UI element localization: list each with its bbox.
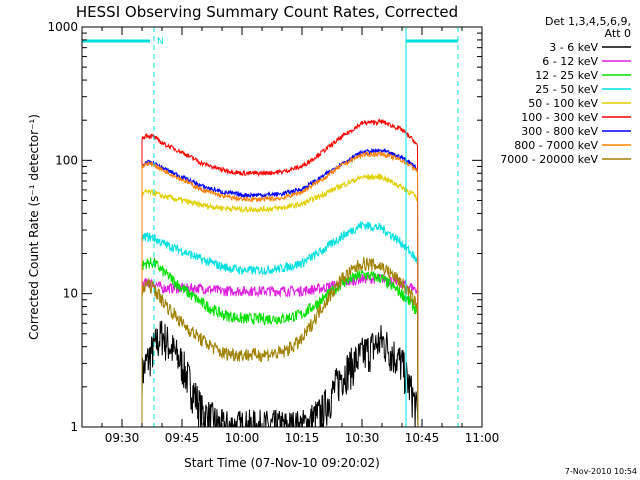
x-tick-label: 09:45 (165, 431, 200, 445)
series-line-0 (141, 320, 419, 428)
x-tick-label: 10:15 (285, 431, 320, 445)
x-tick-label: 10:00 (225, 431, 260, 445)
y-axis-label: Corrected Count Rate (s⁻¹ detector⁻¹) (27, 114, 41, 340)
x-tick-label: 10:30 (345, 431, 380, 445)
legend-item-label: 3 - 6 keV (549, 41, 598, 54)
y-tick-label: 10 (63, 287, 78, 301)
legend-header-line2: Att 0 (605, 27, 631, 40)
x-tick-label: 11:00 (465, 431, 500, 445)
y-tick-label: 1 (70, 420, 78, 434)
chart-title: HESSI Observing Summary Count Rates, Cor… (76, 3, 458, 21)
x-axis-label: Start Time (07-Nov-10 09:20:02) (184, 456, 380, 470)
legend-header-line1: Det 1,3,4,5,6,9, (545, 15, 631, 28)
footer-timestamp: 7-Nov-2010 10:54 (565, 467, 637, 476)
legend-item-label: 100 - 300 keV (521, 111, 598, 124)
series-layer (141, 118, 419, 428)
series-line-4 (141, 172, 419, 428)
series-line-8 (141, 256, 419, 428)
legend-item-label: 6 - 12 keV (542, 55, 598, 68)
x-tick-label: 09:30 (105, 431, 140, 445)
series-line-3 (141, 221, 419, 428)
legend-item-label: 800 - 7000 keV (514, 139, 598, 152)
legend-item-label: 300 - 800 keV (521, 125, 598, 138)
y-tick-label: 100 (55, 153, 78, 167)
legend-item-label: 50 - 100 keV (528, 97, 598, 110)
legend-item-label: 12 - 25 keV (535, 69, 598, 82)
legend-item-label: 25 - 50 keV (535, 83, 598, 96)
series-line-5 (141, 118, 419, 428)
series-line-7 (141, 151, 419, 428)
series-line-6 (141, 147, 419, 428)
y-tick-label: 1000 (47, 20, 78, 34)
x-tick-label: 10:45 (405, 431, 440, 445)
legend-item-label: 7000 - 20000 keV (500, 153, 598, 166)
series-line-2 (141, 257, 419, 428)
flag-label: N (157, 37, 164, 47)
